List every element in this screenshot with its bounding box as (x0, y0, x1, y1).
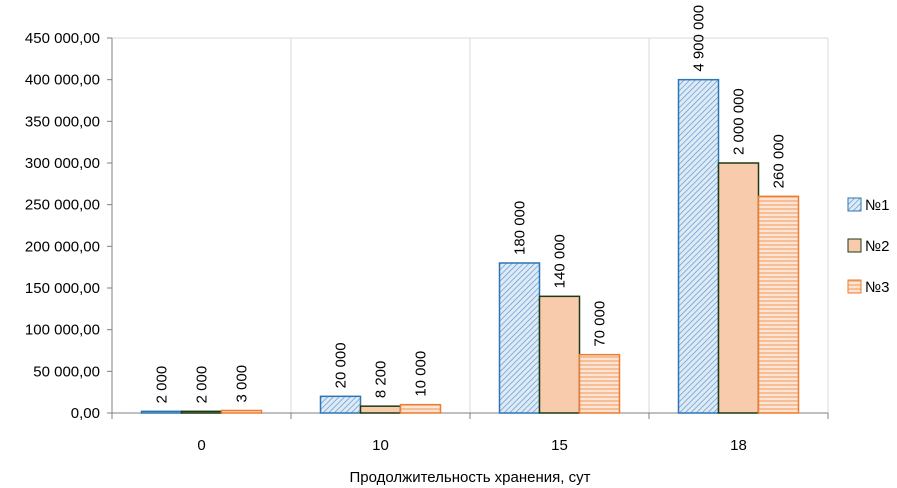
bar-series-3-cat-15 (578, 353, 621, 414)
data-label: 2 000 (154, 366, 171, 404)
data-label: 260 000 (771, 134, 788, 188)
x-axis: 0 10 15 18 (111, 412, 829, 454)
y-tick-label: 200 000,00 (25, 238, 100, 255)
bar-series-1-cat-0 (140, 410, 183, 414)
legend-swatch-1 (847, 197, 862, 212)
y-tick-label: 350 000,00 (25, 113, 100, 130)
x-tick-label: 10 (372, 437, 389, 454)
bars (140, 78, 800, 414)
bar-series-2-cat-10 (359, 405, 402, 414)
bar-series-1-cat-10 (319, 395, 362, 414)
data-label: 2 000 000 (731, 88, 748, 155)
data-label: 8 200 (373, 361, 390, 399)
y-tick-label: 450 000,00 (25, 30, 100, 47)
legend: №1 №2 №3 (847, 197, 889, 296)
data-label: 3 000 (234, 365, 251, 403)
data-label: 4 900 000 (691, 5, 708, 72)
y-tick-label: 250 000,00 (25, 197, 100, 214)
bar-series-2-cat-18 (717, 162, 760, 414)
bar-series-1-cat-18 (677, 78, 720, 414)
y-axis: 0,00 50 000,00 100 000,00 150 000,00 200 000… (25, 30, 113, 422)
legend-label-1: №1 (865, 197, 889, 214)
bar-series-3-cat-10 (399, 403, 442, 414)
data-labels: 2 000 2 000 3 000 20 000 8 200 10 000 180 000 1… (154, 5, 788, 403)
data-label: 10 000 (413, 351, 430, 397)
legend-swatch-3 (847, 279, 862, 294)
bar-series-2-cat-0 (180, 410, 223, 414)
data-label: 140 000 (552, 234, 569, 288)
y-tick-label: 50 000,00 (33, 363, 100, 380)
legend-label-3: №3 (865, 279, 889, 296)
data-label: 20 000 (333, 342, 350, 388)
legend-label-2: №2 (865, 238, 889, 255)
legend-swatch-2 (847, 238, 862, 253)
bar-series-3-cat-18 (757, 195, 800, 414)
data-label: 2 000 (194, 366, 211, 404)
x-tick-label: 15 (551, 437, 568, 454)
grid-lines (112, 37, 829, 413)
y-tick-label: 0,00 (71, 405, 100, 422)
x-axis-title: Продолжительность хранения, сут (350, 469, 591, 486)
x-tick-label: 18 (730, 437, 747, 454)
y-tick-label: 150 000,00 (25, 280, 100, 297)
y-tick-label: 400 000,00 (25, 72, 100, 89)
x-tick-label: 0 (197, 437, 205, 454)
bar-series-2-cat-15 (538, 295, 581, 414)
bar-series-1-cat-15 (498, 262, 541, 414)
data-label: 180 000 (512, 201, 529, 255)
y-tick-label: 100 000,00 (25, 322, 100, 339)
data-label: 70 000 (592, 301, 609, 347)
y-tick-label: 300 000,00 (25, 155, 100, 172)
bar-series-3-cat-0 (220, 409, 263, 414)
